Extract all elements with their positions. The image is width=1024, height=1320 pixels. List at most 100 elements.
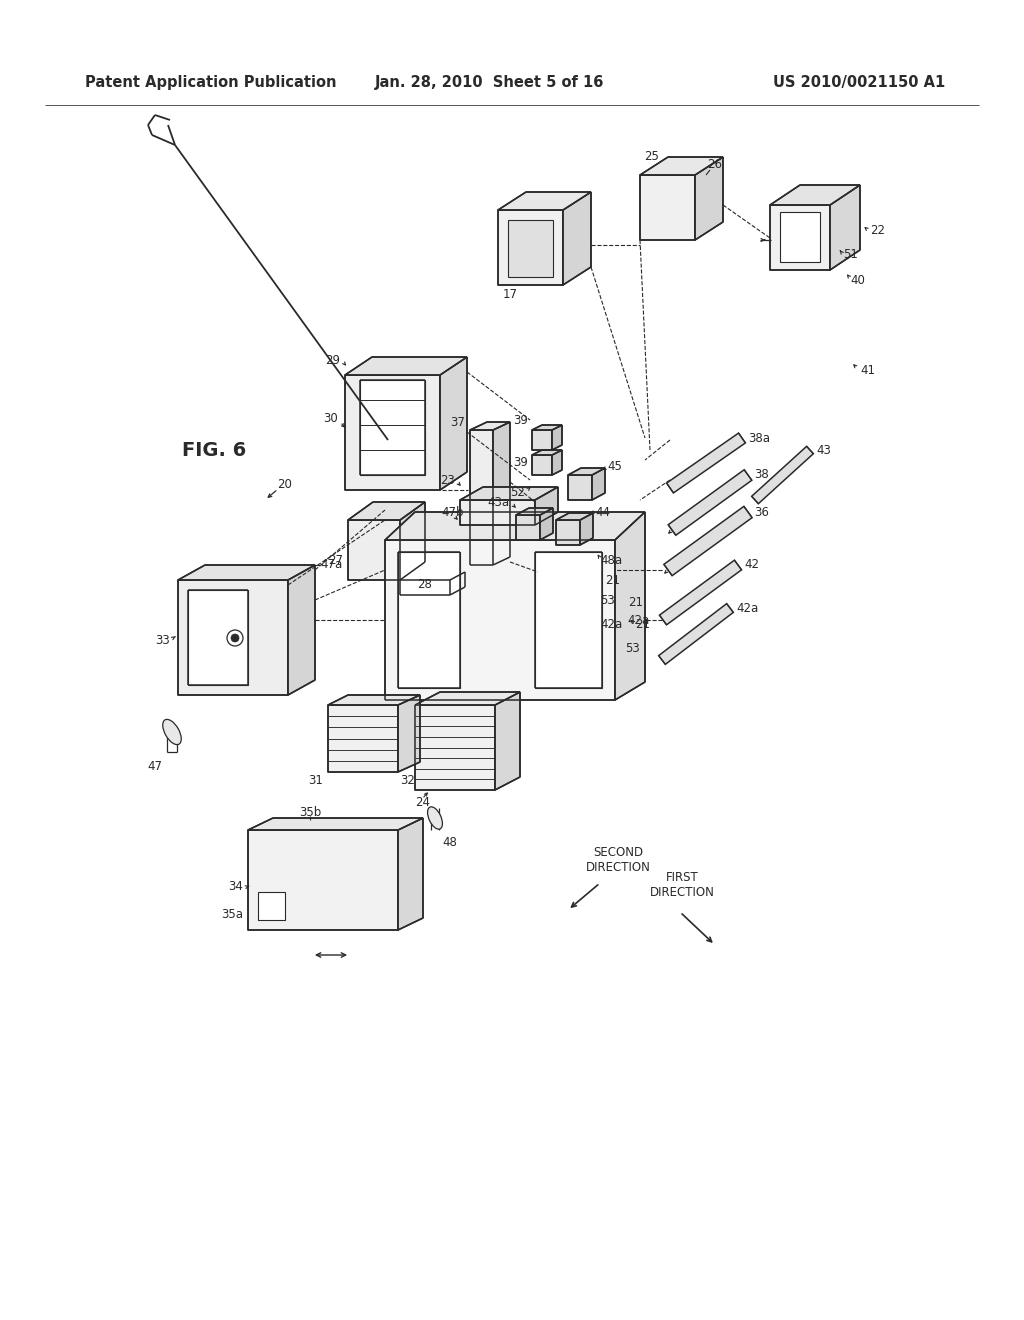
Polygon shape — [669, 470, 752, 536]
Polygon shape — [535, 487, 558, 525]
Polygon shape — [640, 176, 695, 240]
Text: SECOND
DIRECTION: SECOND DIRECTION — [586, 846, 650, 874]
Polygon shape — [770, 185, 860, 205]
Text: 37: 37 — [451, 416, 465, 429]
Polygon shape — [568, 469, 605, 475]
Text: FIG. 6: FIG. 6 — [182, 441, 246, 459]
Text: 20: 20 — [278, 479, 293, 491]
Circle shape — [231, 634, 239, 642]
Ellipse shape — [163, 719, 181, 744]
Polygon shape — [248, 830, 398, 931]
Polygon shape — [780, 213, 820, 261]
Text: 53: 53 — [600, 594, 614, 606]
Text: 32: 32 — [400, 774, 415, 787]
Text: 42a: 42a — [600, 619, 623, 631]
Polygon shape — [328, 705, 398, 772]
Polygon shape — [830, 185, 860, 271]
Polygon shape — [470, 430, 493, 565]
Text: 35b: 35b — [299, 805, 322, 818]
Polygon shape — [328, 696, 420, 705]
Text: 34: 34 — [228, 880, 243, 894]
Polygon shape — [568, 475, 592, 500]
Text: 25: 25 — [644, 150, 659, 164]
Text: 48: 48 — [442, 836, 458, 849]
Text: 47b: 47b — [441, 506, 464, 519]
Polygon shape — [398, 552, 460, 688]
Circle shape — [227, 630, 243, 645]
Polygon shape — [640, 157, 723, 176]
Text: 23: 23 — [440, 474, 455, 487]
Text: 38: 38 — [754, 469, 769, 482]
Polygon shape — [498, 191, 591, 210]
Polygon shape — [460, 487, 558, 500]
Polygon shape — [516, 508, 553, 515]
Text: 33: 33 — [156, 634, 170, 647]
Text: 42a: 42a — [736, 602, 758, 615]
Text: 43: 43 — [816, 444, 830, 457]
Text: FIRST
DIRECTION: FIRST DIRECTION — [649, 871, 715, 899]
Polygon shape — [400, 502, 425, 579]
Text: 24: 24 — [415, 796, 430, 808]
Polygon shape — [516, 515, 540, 540]
Text: 21: 21 — [635, 619, 650, 631]
Polygon shape — [345, 375, 440, 490]
Text: 22: 22 — [870, 223, 885, 236]
Text: 29: 29 — [325, 354, 340, 367]
Polygon shape — [658, 603, 733, 664]
Polygon shape — [752, 446, 813, 504]
Polygon shape — [398, 818, 423, 931]
Polygon shape — [348, 520, 400, 579]
Text: 30: 30 — [324, 412, 338, 425]
Polygon shape — [532, 430, 552, 450]
Text: 21: 21 — [605, 573, 620, 586]
Polygon shape — [360, 380, 425, 475]
Text: 48a: 48a — [600, 553, 623, 566]
Polygon shape — [178, 565, 315, 579]
Polygon shape — [532, 455, 552, 475]
Text: 21: 21 — [628, 595, 643, 609]
Text: US 2010/0021150 A1: US 2010/0021150 A1 — [773, 74, 945, 90]
Polygon shape — [556, 513, 593, 520]
Polygon shape — [398, 696, 420, 772]
Polygon shape — [440, 356, 467, 490]
Text: 17: 17 — [503, 289, 517, 301]
Text: 47a: 47a — [319, 558, 342, 572]
Text: 26: 26 — [708, 158, 723, 172]
Text: 28: 28 — [418, 578, 432, 591]
Polygon shape — [385, 512, 645, 540]
Polygon shape — [556, 520, 580, 545]
Polygon shape — [493, 422, 510, 565]
Text: 31: 31 — [308, 774, 323, 787]
Polygon shape — [495, 692, 520, 789]
Polygon shape — [288, 565, 315, 696]
Polygon shape — [258, 892, 285, 920]
Text: Patent Application Publication: Patent Application Publication — [85, 74, 337, 90]
Polygon shape — [580, 513, 593, 545]
Polygon shape — [400, 579, 450, 595]
Polygon shape — [664, 507, 752, 576]
Text: 39: 39 — [513, 413, 528, 426]
Text: 45: 45 — [607, 461, 622, 474]
Text: 27: 27 — [328, 553, 343, 566]
Text: 36: 36 — [754, 506, 769, 519]
Text: 40: 40 — [850, 273, 865, 286]
Text: 41: 41 — [860, 363, 874, 376]
Polygon shape — [415, 692, 520, 705]
Polygon shape — [552, 450, 562, 475]
Text: 43a: 43a — [487, 495, 510, 508]
Text: 53: 53 — [625, 642, 640, 655]
Polygon shape — [248, 818, 423, 830]
Polygon shape — [460, 500, 535, 525]
Polygon shape — [508, 220, 553, 277]
Text: 44: 44 — [595, 506, 610, 519]
Polygon shape — [188, 590, 248, 685]
Polygon shape — [498, 210, 563, 285]
Polygon shape — [532, 425, 562, 430]
Polygon shape — [532, 450, 562, 455]
Ellipse shape — [428, 807, 442, 829]
Polygon shape — [659, 560, 741, 624]
Polygon shape — [178, 579, 288, 696]
Text: 47: 47 — [147, 760, 163, 774]
Text: Jan. 28, 2010  Sheet 5 of 16: Jan. 28, 2010 Sheet 5 of 16 — [376, 74, 605, 90]
Polygon shape — [563, 191, 591, 285]
